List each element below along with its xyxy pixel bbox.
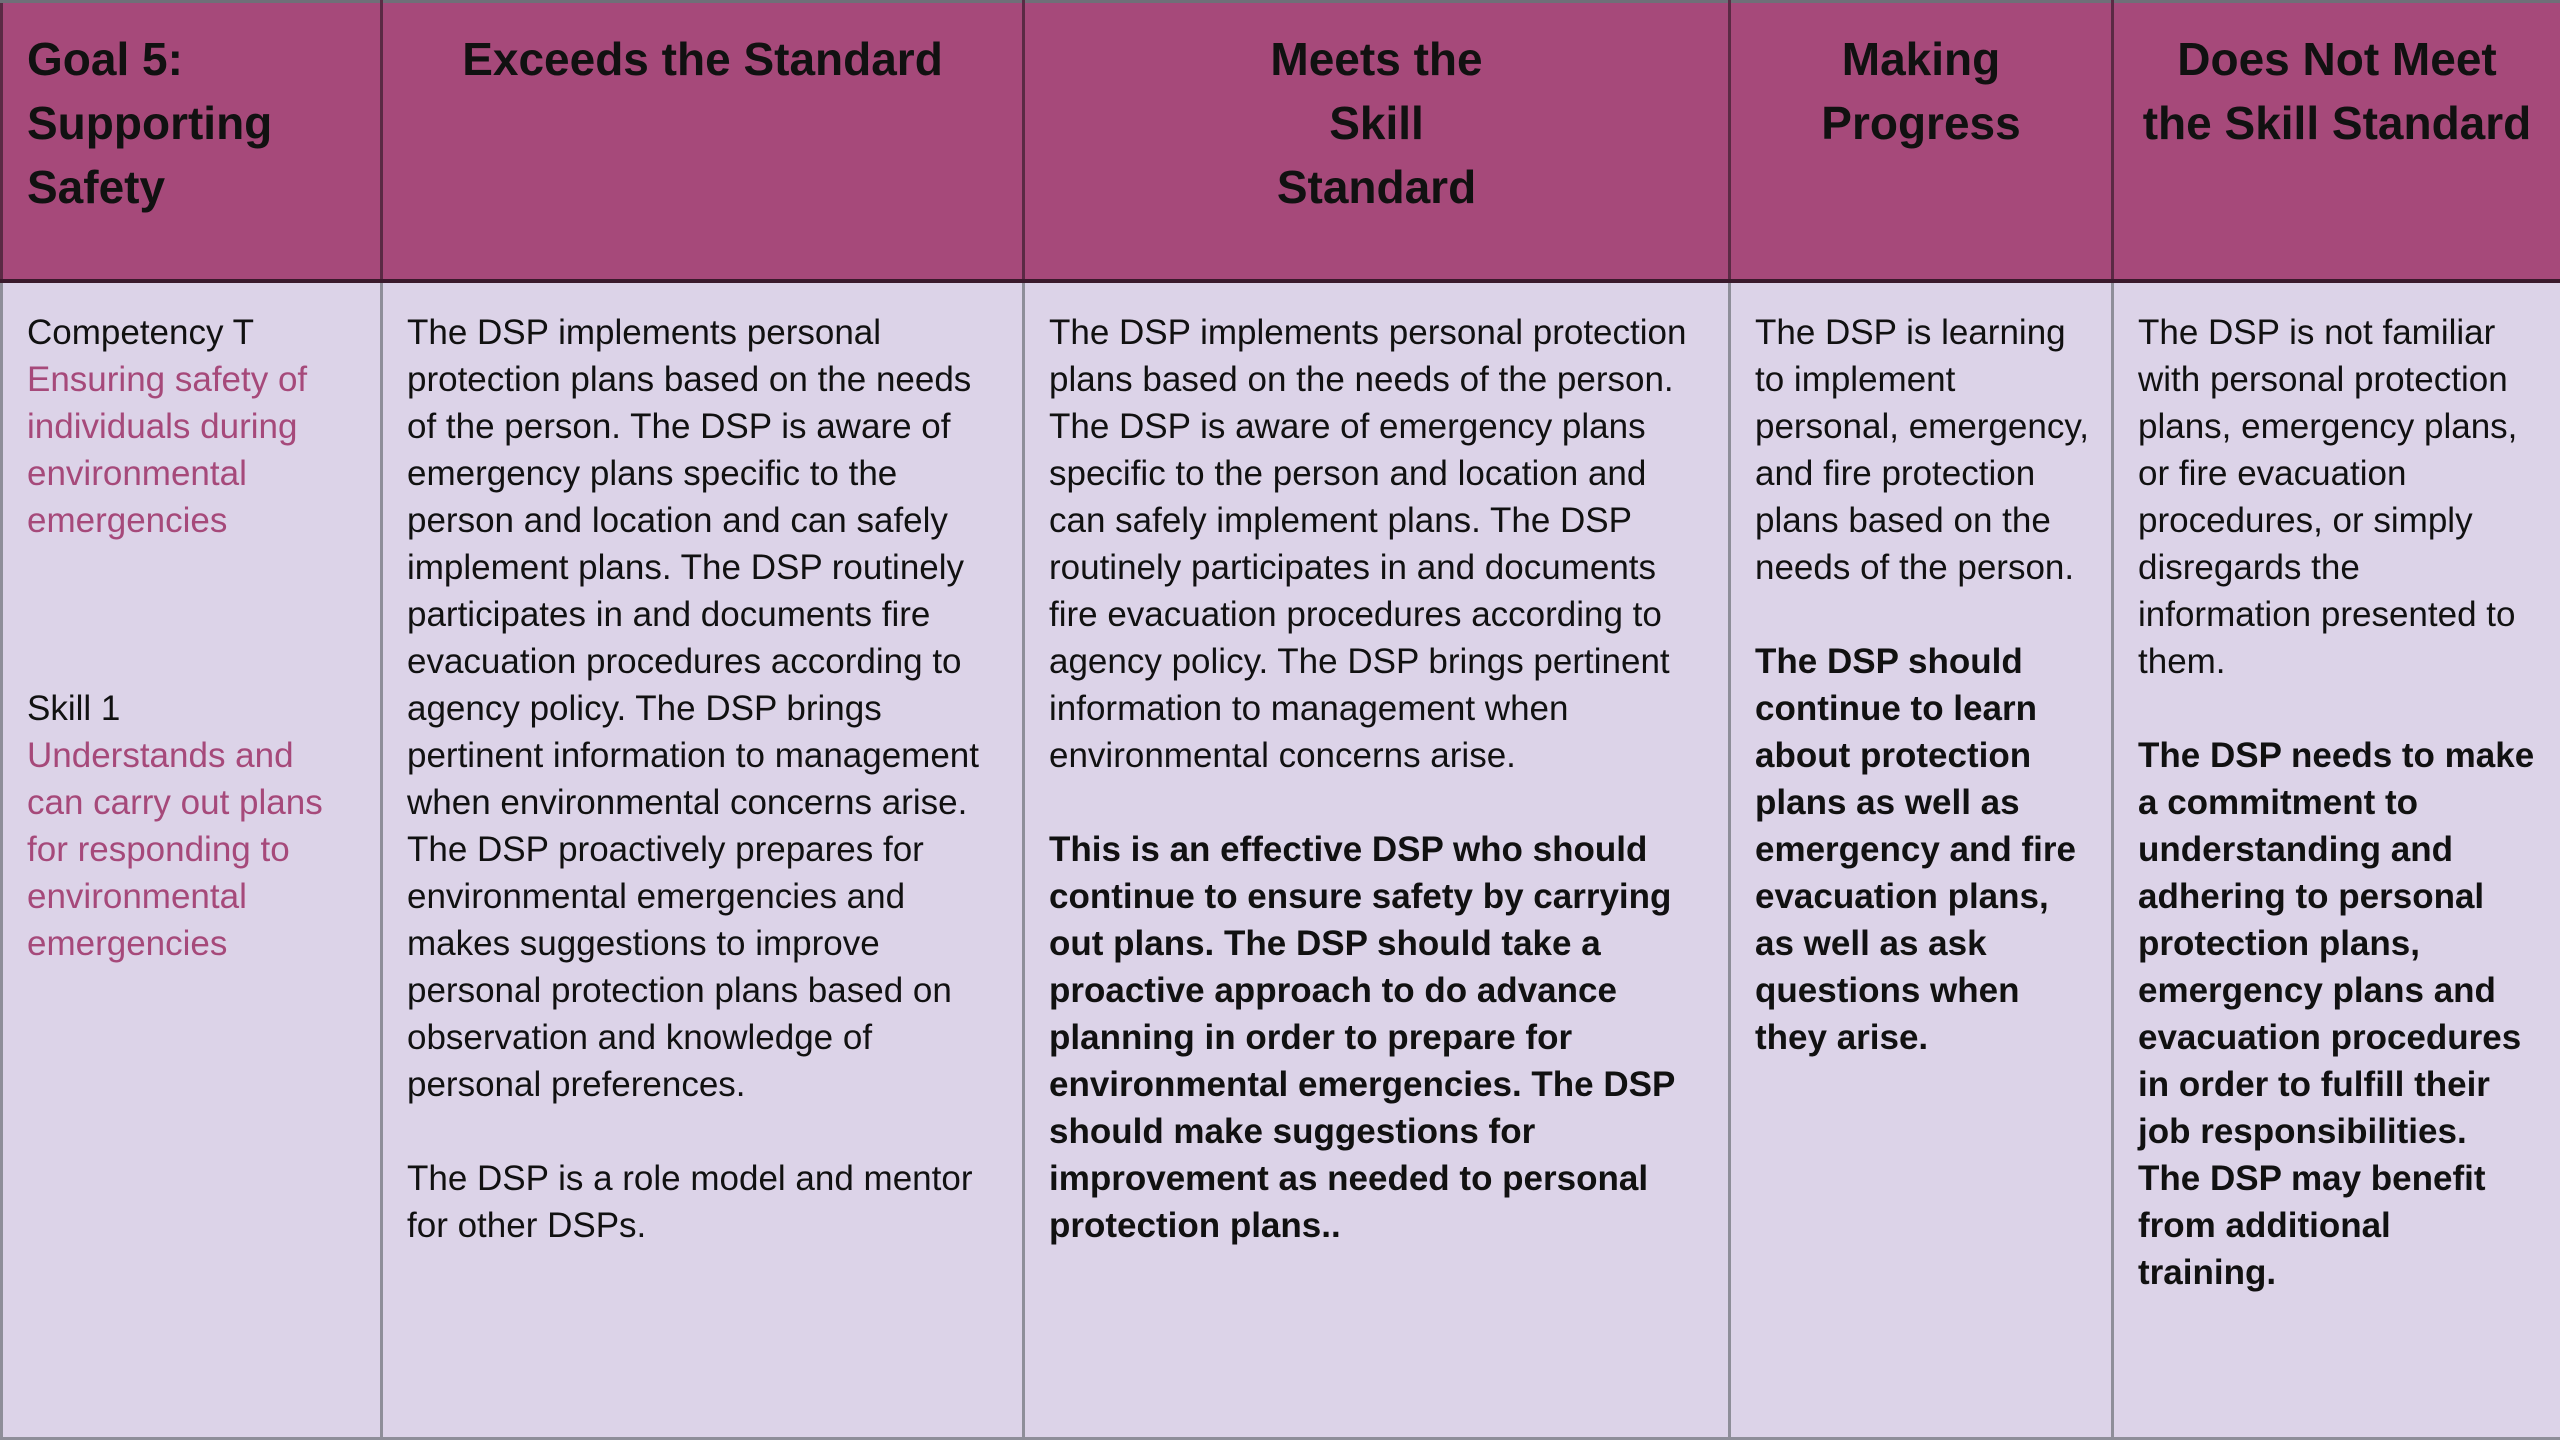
- header-goal: Goal 5: Supporting Safety: [0, 0, 383, 283]
- header-goal-line: Safety: [27, 161, 166, 213]
- header-meets-line: Skill: [1329, 97, 1424, 149]
- header-does-not-line: Does Not Meet: [2177, 33, 2497, 85]
- exceeds-description: The DSP implements personal protection p…: [407, 312, 979, 1104]
- header-making-line: Making: [1841, 33, 2001, 85]
- exceeds-cell: The DSP implements personal protection p…: [380, 279, 1025, 1440]
- header-does-not-meet: Does Not Meet the Skill Standard: [2111, 0, 2560, 283]
- header-meets-line: Standard: [1276, 161, 1477, 213]
- making-progress-description: The DSP is learning to implement persona…: [1755, 312, 2089, 587]
- header-making-progress: Making Progress: [1728, 0, 2114, 283]
- header-meets-line: Meets the: [1270, 33, 1483, 85]
- meets-summary: This is an effective DSP who should cont…: [1049, 829, 1675, 1245]
- does-not-meet-cell: The DSP is not familiar with personal pr…: [2111, 279, 2560, 1440]
- meets-description: The DSP implements personal protection p…: [1049, 312, 1687, 775]
- header-row: Goal 5: Supporting Safety Exceeds the St…: [0, 0, 2560, 283]
- goal-cell: Competency T Ensuring safety of individu…: [0, 279, 383, 1440]
- does-not-meet-summary: The DSP needs to make a commitment to un…: [2138, 735, 2535, 1292]
- header-making-line: Progress: [1821, 97, 2021, 149]
- exceeds-summary: The DSP is a role model and mentor for o…: [407, 1158, 973, 1245]
- header-exceeds: Exceeds the Standard: [380, 0, 1025, 283]
- does-not-meet-description: The DSP is not familiar with personal pr…: [2138, 312, 2518, 681]
- header-goal-line: Goal 5:: [27, 33, 183, 85]
- competency-text: Ensuring safety of individuals during en…: [27, 359, 308, 540]
- rubric-row: Competency T Ensuring safety of individu…: [0, 279, 2560, 1440]
- header-meets: Meets the Skill Standard: [1022, 0, 1731, 283]
- header-does-not-line: the Skill Standard: [2142, 97, 2532, 149]
- header-exceeds-line: Exceeds the Standard: [462, 33, 943, 85]
- competency-label: Competency T: [27, 312, 254, 352]
- making-progress-cell: The DSP is learning to implement persona…: [1728, 279, 2114, 1440]
- making-progress-summary: The DSP should continue to learn about p…: [1755, 641, 2076, 1057]
- rubric-body: Competency T Ensuring safety of individu…: [0, 279, 2560, 1440]
- skill-label: Skill 1: [27, 688, 121, 728]
- skill-text: Understands and can carry out plans for …: [27, 735, 323, 963]
- meets-cell: The DSP implements personal protection p…: [1022, 279, 1731, 1440]
- rubric-header: Goal 5: Supporting Safety Exceeds the St…: [0, 0, 2560, 283]
- header-goal-line: Supporting: [27, 97, 273, 149]
